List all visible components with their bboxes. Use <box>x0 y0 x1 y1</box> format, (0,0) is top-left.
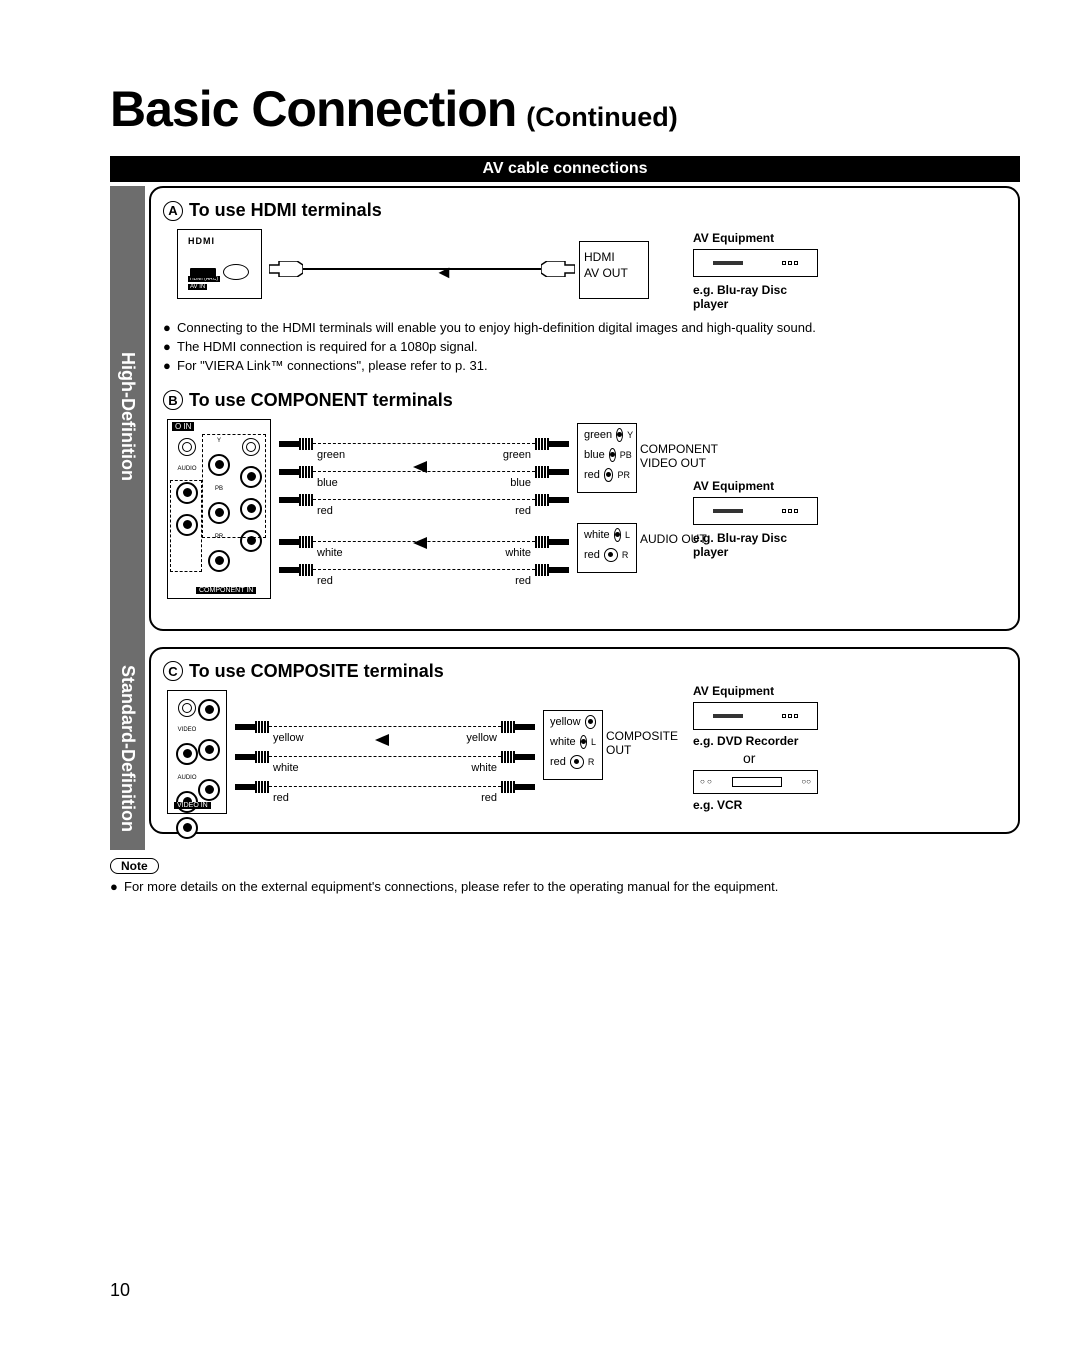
hdmi-slot-icon <box>190 268 216 278</box>
component-bottom-label: COMPONENT IN <box>196 587 256 594</box>
section-a-title: A To use HDMI terminals <box>163 200 1006 221</box>
hdmi-eq-title: AV Equipment <box>693 231 774 245</box>
arrow-icon <box>413 537 427 549</box>
color-red-l: red <box>317 505 333 517</box>
note-label: Note <box>110 858 159 874</box>
note-text: For more details on the external equipme… <box>124 879 778 894</box>
component-diagram: O IN AUDIO YPBPR COMPONENT IN green <box>163 419 1006 609</box>
sd-section: Standard-Definition C To use COMPOSITE t… <box>110 647 1020 850</box>
note-hd-1: The HDMI connection is required for a 10… <box>177 338 478 357</box>
color-red3-r: red <box>481 792 497 804</box>
color-red3-l: red <box>273 792 289 804</box>
composite-eq-title: AV Equipment <box>693 684 774 698</box>
composite-out: yellow whiteL redR COMPOSITE OUT <box>543 710 603 780</box>
component-eq-sub: e.g. Blu-ray Disc player <box>693 531 823 559</box>
section-a-text: To use HDMI terminals <box>189 200 382 221</box>
color-blue-l: blue <box>317 477 338 489</box>
section-c-text: To use COMPOSITE terminals <box>189 661 444 682</box>
arrow-left-icon: ◄ <box>435 262 453 283</box>
composite-eq-sub1: e.g. DVD Recorder <box>693 734 823 748</box>
hdmi-cable-icon <box>303 268 541 270</box>
arrow-icon <box>375 734 389 746</box>
hdmi-plug-right-icon <box>541 261 575 277</box>
color-red-r: red <box>515 505 531 517</box>
panel-composite: C To use COMPOSITE terminals VIDEO AUDIO <box>149 647 1020 834</box>
hd-section: High-Definition A To use HDMI terminals … <box>110 186 1020 647</box>
tv-component-panel: O IN AUDIO YPBPR COMPONENT IN <box>167 419 271 599</box>
section-c-title: C To use COMPOSITE terminals <box>163 661 1006 682</box>
color-yellow-l: yellow <box>273 732 304 744</box>
rca-plug-icon <box>535 439 569 449</box>
manual-page: Basic Connection (Continued) AV cable co… <box>0 0 1080 934</box>
hdmi-diagram: HDMI HDMI (ARC) AV IN ◄ H <box>163 229 1006 309</box>
hdmi-slot2-icon <box>223 264 249 280</box>
component-audio-out: whiteL redR AUDIO OUT <box>577 523 637 573</box>
hdmi-eq-icon <box>693 249 818 277</box>
component-video-out: greenY bluePB redPR COMPONENT VIDEO OUT <box>577 423 637 493</box>
color-green-l: green <box>317 449 345 461</box>
note-hd-2: For "VIERA Link™ connections", please re… <box>177 357 488 376</box>
component-video-out-label: COMPONENT VIDEO OUT <box>640 442 730 470</box>
hdmi-logo: HDMI <box>188 236 215 246</box>
hdmi-out-l1: HDMI <box>584 250 644 266</box>
letter-c: C <box>163 661 183 681</box>
page-title-row: Basic Connection (Continued) <box>110 80 1020 138</box>
composite-bottom-label: VIDEO IN <box>174 802 211 809</box>
hdmi-eq-sub: e.g. Blu-ray Disc player <box>693 283 823 311</box>
hdmi-plug-left-icon <box>269 261 303 277</box>
color-white-l: white <box>317 547 343 559</box>
component-eq-icon <box>693 497 818 525</box>
composite-eq-sub2: e.g. VCR <box>693 798 823 812</box>
component-eq-title: AV Equipment <box>693 479 774 493</box>
color-yellow-r: yellow <box>466 732 497 744</box>
letter-b: B <box>163 390 183 410</box>
sd-side-tab: Standard-Definition <box>110 647 145 850</box>
title-main: Basic Connection <box>110 80 516 138</box>
color-green-r: green <box>503 449 531 461</box>
color-blue-r: blue <box>510 477 531 489</box>
hdmi-out-l2: AV OUT <box>584 266 644 282</box>
color-red2-l: red <box>317 575 333 587</box>
vcr-icon: ○ ○○○ <box>693 770 818 794</box>
rca-plug-icon <box>279 439 313 449</box>
composite-or: or <box>743 750 755 766</box>
tv-composite-panel: VIDEO AUDIO VIDEO IN <box>167 690 227 814</box>
composite-diagram: VIDEO AUDIO VIDEO IN yellow <box>163 690 1006 820</box>
color-white3-l: white <box>273 762 299 774</box>
component-top-label: O IN <box>172 422 194 431</box>
section-header-bar: AV cable connections <box>110 156 1020 182</box>
hdmi-out-box: HDMI AV OUT <box>579 241 649 299</box>
color-white3-r: white <box>471 762 497 774</box>
color-red2-r: red <box>515 575 531 587</box>
note-hd-0: Connecting to the HDMI terminals will en… <box>177 319 816 338</box>
tv-hdmi-port: HDMI HDMI (ARC) AV IN <box>177 229 262 299</box>
page-number: 10 <box>110 1280 130 1301</box>
hdmi-avin-label: AV IN <box>188 284 207 290</box>
arrow-icon <box>413 461 427 473</box>
composite-eq-icon <box>693 702 818 730</box>
hd-side-tab: High-Definition <box>110 186 145 647</box>
hdmi-notes: ●Connecting to the HDMI terminals will e… <box>163 319 1006 376</box>
composite-out-label: COMPOSITE OUT <box>606 729 696 757</box>
title-sub: (Continued) <box>526 102 677 133</box>
note-section: Note ●For more details on the external e… <box>110 850 1020 894</box>
panel-hdmi: A To use HDMI terminals HDMI HDMI (ARC) … <box>149 186 1020 631</box>
section-b-text: To use COMPONENT terminals <box>189 390 453 411</box>
letter-a: A <box>163 201 183 221</box>
color-white-r: white <box>505 547 531 559</box>
section-b-title: B To use COMPONENT terminals <box>163 390 1006 411</box>
